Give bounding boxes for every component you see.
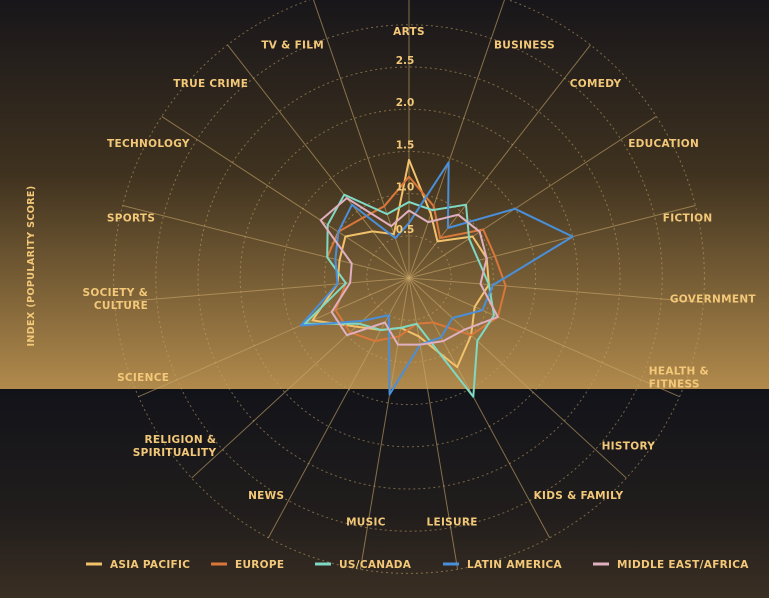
category-label-line: HEALTH & xyxy=(649,366,709,378)
series-line-asia-pacific xyxy=(311,158,490,369)
category-label-line: MUSIC xyxy=(346,517,386,529)
y-axis-label: INDEX (POPULARITY SCORE) xyxy=(26,185,37,346)
category-label: FICTION xyxy=(663,212,713,224)
grid-ring xyxy=(324,193,494,363)
tick-label: 0.5 xyxy=(396,224,415,236)
category-label: RELIGION & SPIRITUALITY xyxy=(133,434,217,459)
grid-spoke xyxy=(122,204,410,279)
grid-ring xyxy=(113,0,705,574)
grid-spoke xyxy=(161,116,410,279)
tick-label: 1.5 xyxy=(396,139,415,151)
grid-spoke xyxy=(408,44,591,279)
series-line-latin-america xyxy=(299,161,574,396)
grid-ring xyxy=(197,66,621,490)
category-label-line: BUSINESS xyxy=(494,39,555,51)
category-label-line: RELIGION & xyxy=(144,434,216,446)
grid-spoke xyxy=(114,277,410,303)
category-label: TRUE CRIME xyxy=(173,78,248,90)
grid-spoke xyxy=(408,277,704,303)
category-label-line: FITNESS xyxy=(649,379,700,391)
radar-series xyxy=(299,158,574,398)
category-label-line: ARTS xyxy=(393,26,425,38)
radar-grid xyxy=(113,0,705,574)
background-top-band xyxy=(0,0,769,389)
legend-label: ASIA PACIFIC xyxy=(110,559,190,571)
category-label: BUSINESS xyxy=(494,39,555,51)
category-label-line: FICTION xyxy=(663,212,713,224)
grid-spoke xyxy=(408,277,459,570)
grid-spoke xyxy=(191,277,410,479)
category-label-line: GOVERNMENT xyxy=(670,293,757,305)
category-label: GOVERNMENT xyxy=(670,293,757,305)
category-label: SPORTS xyxy=(107,212,155,224)
category-label-line: LEISURE xyxy=(426,517,477,529)
category-label-line: COMEDY xyxy=(570,78,622,90)
category-label: SCIENCE xyxy=(117,372,169,384)
legend: ASIA PACIFIC EUROPE US/CANADA LATIN AMERICA… xyxy=(86,559,749,571)
category-label-line: EDUCATION xyxy=(628,138,699,150)
category-label-line: TRUE CRIME xyxy=(173,78,248,90)
category-label-line: KIDS & FAMILY xyxy=(534,490,624,502)
grid-spoke xyxy=(359,277,410,570)
category-label-line: SPIRITUALITY xyxy=(133,447,217,459)
series-line-europe xyxy=(326,175,507,343)
category-label: NEWS xyxy=(248,490,284,502)
grid-spoke xyxy=(408,116,657,279)
category-label: HEALTH & FITNESS xyxy=(649,366,709,391)
radial-tick-labels: 0.5 1.0 1.5 2.0 2.5 xyxy=(396,55,415,236)
category-label: MUSIC xyxy=(346,517,386,529)
tick-label: 1.0 xyxy=(396,182,415,194)
legend-label: EUROPE xyxy=(235,559,284,571)
legend-label: US/CANADA xyxy=(339,559,412,571)
legend-label: MIDDLE EAST/AFRICA xyxy=(617,559,749,571)
category-label-line: SPORTS xyxy=(107,212,155,224)
category-label: TV & FILM xyxy=(261,39,324,51)
category-label-line: SOCIETY & xyxy=(83,287,149,299)
category-label-line: HISTORY xyxy=(602,440,656,452)
tick-label: 2.5 xyxy=(396,55,415,67)
grid-spoke xyxy=(408,0,505,279)
category-label: TECHNOLOGY xyxy=(107,138,190,150)
category-label: ARTS xyxy=(393,26,425,38)
category-label: EDUCATION xyxy=(628,138,699,150)
grid-spoke xyxy=(408,277,627,479)
grid-spoke xyxy=(313,0,410,279)
grid-ring xyxy=(155,24,663,532)
category-label: COMEDY xyxy=(570,78,622,90)
grid-spoke xyxy=(408,277,680,398)
category-label: KIDS & FAMILY xyxy=(534,490,624,502)
category-label: SOCIETY & CULTURE xyxy=(83,287,149,312)
legend-label: LATIN AMERICA xyxy=(467,559,563,571)
category-label-line: TECHNOLOGY xyxy=(107,138,190,150)
category-label: LEISURE xyxy=(426,517,477,529)
grid-spoke xyxy=(408,277,551,539)
tick-label: 2.0 xyxy=(396,97,415,109)
category-label-line: NEWS xyxy=(248,490,284,502)
series-line-middle-east-africa xyxy=(319,197,499,346)
grid-spoke xyxy=(138,277,410,398)
grid-spoke xyxy=(267,277,410,539)
grid-ring xyxy=(366,235,452,321)
category-label-line: SCIENCE xyxy=(117,372,169,384)
category-label-line: TV & FILM xyxy=(261,39,324,51)
category-label: HISTORY xyxy=(602,440,656,452)
grid-spoke xyxy=(408,204,696,279)
category-label-line: CULTURE xyxy=(94,300,148,312)
grid-spoke xyxy=(227,44,410,279)
category-labels: ARTS BUSINESS COMEDY EDUCATION FICTION GOVERN… xyxy=(83,26,757,529)
